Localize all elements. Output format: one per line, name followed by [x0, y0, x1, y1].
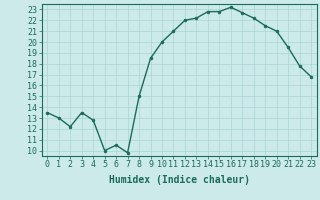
X-axis label: Humidex (Indice chaleur): Humidex (Indice chaleur)	[109, 175, 250, 185]
